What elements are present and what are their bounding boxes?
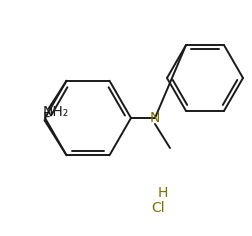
Text: N: N (149, 111, 160, 125)
Text: NH₂: NH₂ (42, 105, 69, 119)
Text: Cl: Cl (151, 201, 164, 215)
Text: H: H (157, 186, 168, 200)
Text: F: F (42, 111, 50, 125)
